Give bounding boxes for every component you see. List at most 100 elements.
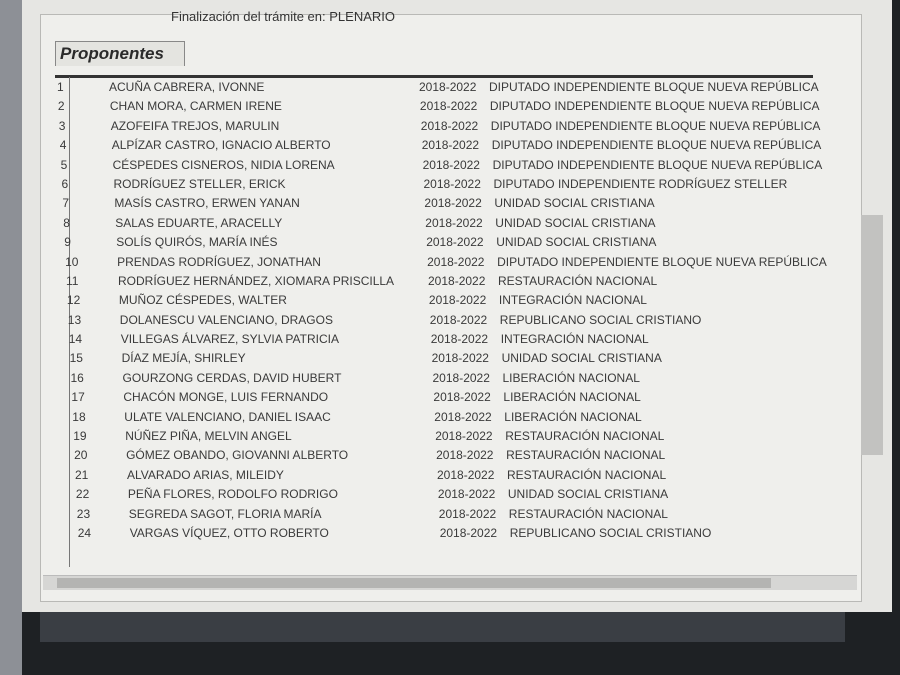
row-number: 9: [64, 235, 71, 250]
row-number: 17: [71, 390, 85, 405]
period: 2018-2022: [436, 448, 494, 463]
proponent-name: MUÑOZ CÉSPEDES, WALTER: [118, 293, 287, 308]
proponent-name: ULATE VALENCIANO, DANIEL ISAAC: [124, 409, 331, 424]
proponent-name: SEGREDA SAGOT, FLORIA MARÍA: [128, 506, 322, 521]
party: DIPUTADO INDEPENDIENTE RODRÍGUEZ STELLER: [493, 176, 788, 191]
period: 2018-2022: [434, 409, 492, 424]
table-row: 22 PEÑA FLORES, RODOLFO RODRIGO 2018-2022 U…: [74, 484, 834, 503]
left-rule: [69, 77, 70, 567]
party: RESTAURACIÓN NACIONAL: [508, 506, 668, 521]
row-number: 6: [61, 176, 69, 191]
period: 2018-2022: [430, 332, 489, 347]
party: UNIDAD SOCIAL CRISTIANA: [501, 351, 662, 366]
table-row: 8 SALAS EDUARTE, ARACELLY 2018-2022 UNIDAD …: [61, 213, 821, 232]
party: REPUBLICANO SOCIAL CRISTIANO: [509, 525, 712, 540]
period: 2018-2022: [422, 157, 480, 172]
table-row: 17 CHACÓN MONGE, LUIS FERNANDO 2018-2022 LI…: [69, 387, 829, 406]
table-row: 18 ULATE VALENCIANO, DANIEL ISAAC 2018-202…: [70, 407, 830, 426]
proponent-name: AZOFEIFA TREJOS, MARULIN: [110, 118, 280, 133]
table-row: 5 CÉSPEDES CISNEROS, NIDIA LORENA 2018-202…: [59, 155, 823, 174]
table-row: 6 RODRÍGUEZ STELLER, ERICK 2018-2022 DIPUTA…: [60, 174, 820, 193]
party: UNIDAD SOCIAL CRISTIANA: [494, 196, 655, 211]
proponent-name: VARGAS VÍQUEZ, OTTO ROBERTO: [129, 525, 329, 540]
row-number: 22: [75, 487, 90, 502]
period: 2018-2022: [428, 273, 486, 288]
period: 2018-2022: [424, 196, 482, 211]
proponent-name: RODRÍGUEZ HERNÁNDEZ, XIOMARA PRISCILLA: [118, 273, 395, 288]
party: INTEGRACIÓN NACIONAL: [498, 293, 647, 308]
table-row: 10 PRENDAS RODRÍGUEZ, JONATHAN 2018-2022 DI…: [63, 252, 827, 271]
table-row: 1 ACUÑA CABRERA, IVONNE 2018-2022 DIPUTADO …: [55, 77, 819, 96]
period: 2018-2022: [419, 80, 477, 94]
party: UNIDAD SOCIAL CRISTIANA: [507, 487, 669, 502]
table-row: 12 MUÑOZ CÉSPEDES, WALTER 2018-2022 INTEGRA…: [65, 290, 825, 309]
row-number: 10: [65, 254, 79, 269]
row-number: 1: [57, 80, 64, 94]
party: RESTAURACIÓN NACIONAL: [507, 467, 667, 482]
party: DIPUTADO INDEPENDIENTE BLOQUE NUEVA REPÚ…: [497, 254, 827, 269]
row-number: 16: [70, 370, 84, 385]
party: DIPUTADO INDEPENDIENTE BLOQUE NUEVA REPÚ…: [489, 99, 820, 114]
row-number: 2: [57, 99, 65, 114]
party: LIBERACIÓN NACIONAL: [504, 409, 642, 424]
party: LIBERACIÓN NACIONAL: [502, 370, 640, 385]
table-row: 2 CHAN MORA, CARMEN IRENE 2018-2022 DIPUTAD…: [56, 96, 820, 115]
table-row: 19 NÚÑEZ PIÑA, MELVIN ANGEL 2018-2022 RESTA…: [71, 426, 831, 445]
proponent-name: PEÑA FLORES, RODOLFO RODRIGO: [127, 487, 338, 502]
table-row: 15 DÍAZ MEJÍA, SHIRLEY 2018-2022 UNIDAD SOC…: [68, 348, 828, 367]
proponent-name: GOURZONG CERDAS, DAVID HUBERT: [122, 370, 342, 385]
party: DIPUTADO INDEPENDIENTE BLOQUE NUEVA REPÚ…: [489, 80, 819, 94]
row-number: 11: [66, 273, 79, 288]
proponent-name: CHAN MORA, CARMEN IRENE: [109, 99, 282, 114]
party: RESTAURACIÓN NACIONAL: [505, 429, 665, 444]
header-rule: [55, 75, 813, 78]
row-number: 15: [69, 351, 83, 366]
period: 2018-2022: [425, 215, 483, 230]
row-number: 4: [59, 138, 67, 153]
proponent-name: CÉSPEDES CISNEROS, NIDIA LORENA: [112, 157, 335, 172]
proponent-name: GÓMEZ OBANDO, GIOVANNI ALBERTO: [126, 448, 349, 463]
proponent-name: RODRÍGUEZ STELLER, ERICK: [113, 176, 286, 191]
panel: Finalización del trámite en: PLENARIO Pr…: [40, 9, 883, 602]
proponent-name: CHACÓN MONGE, LUIS FERNANDO: [123, 390, 329, 405]
party: UNIDAD SOCIAL CRISTIANA: [496, 235, 657, 250]
row-number: 20: [74, 448, 88, 463]
period: 2018-2022: [423, 176, 481, 191]
table-row: 14 VILLEGAS ÁLVAREZ, SYLVIA PATRICIA 2018-…: [67, 329, 827, 348]
row-number: 12: [66, 293, 81, 308]
party: RESTAURACIÓN NACIONAL: [498, 273, 658, 288]
table-row: 21 ALVARADO ARIAS, MILEIDY 2018-2022 RESTAU…: [73, 465, 833, 484]
table-row: 11 RODRÍGUEZ HERNÁNDEZ, XIOMARA PRISCILLA…: [64, 271, 824, 290]
period: 2018-2022: [420, 118, 479, 133]
period: 2018-2022: [439, 525, 498, 540]
party: RESTAURACIÓN NACIONAL: [506, 448, 666, 463]
proponent-name: ALVARADO ARIAS, MILEIDY: [127, 467, 284, 482]
row-number: 21: [75, 467, 89, 482]
row-number: 24: [77, 525, 92, 540]
party: DIPUTADO INDEPENDIENTE BLOQUE NUEVA REPÚ…: [492, 157, 823, 172]
proponent-name: ALPÍZAR CASTRO, IGNACIO ALBERTO: [111, 138, 331, 153]
period: 2018-2022: [435, 429, 493, 444]
row-number: 19: [73, 429, 87, 444]
scroll-thumb[interactable]: [57, 578, 771, 588]
proponent-name: NÚÑEZ PIÑA, MELVIN ANGEL: [125, 429, 292, 444]
horizontal-scrollbar[interactable]: [43, 575, 857, 590]
row-number: 7: [62, 196, 70, 211]
party: LIBERACIÓN NACIONAL: [503, 390, 641, 405]
table-row: 23 SEGREDA SAGOT, FLORIA MARÍA 2018-2022 RE…: [75, 504, 835, 523]
party: DIPUTADO INDEPENDIENTE BLOQUE NUEVA REPÚ…: [490, 118, 821, 133]
row-number: 8: [63, 215, 70, 230]
proponent-name: DÍAZ MEJÍA, SHIRLEY: [121, 351, 246, 366]
sidebar: [0, 0, 22, 675]
table: 1 ACUÑA CABRERA, IVONNE 2018-2022 DIPUTADO …: [55, 77, 827, 542]
row-number: 3: [58, 118, 66, 133]
period: 2018-2022: [429, 312, 488, 327]
table-row: 4 ALPÍZAR CASTRO, IGNACIO ALBERTO 2018-202…: [58, 135, 822, 154]
proponent-name: ACUÑA CABRERA, IVONNE: [109, 80, 265, 94]
period: 2018-2022: [427, 254, 485, 269]
vertical-scroll-thumb[interactable]: [861, 215, 883, 455]
proponent-name: SALAS EDUARTE, ARACELLY: [115, 215, 283, 230]
period: 2018-2022: [437, 467, 495, 482]
period: 2018-2022: [419, 99, 478, 114]
